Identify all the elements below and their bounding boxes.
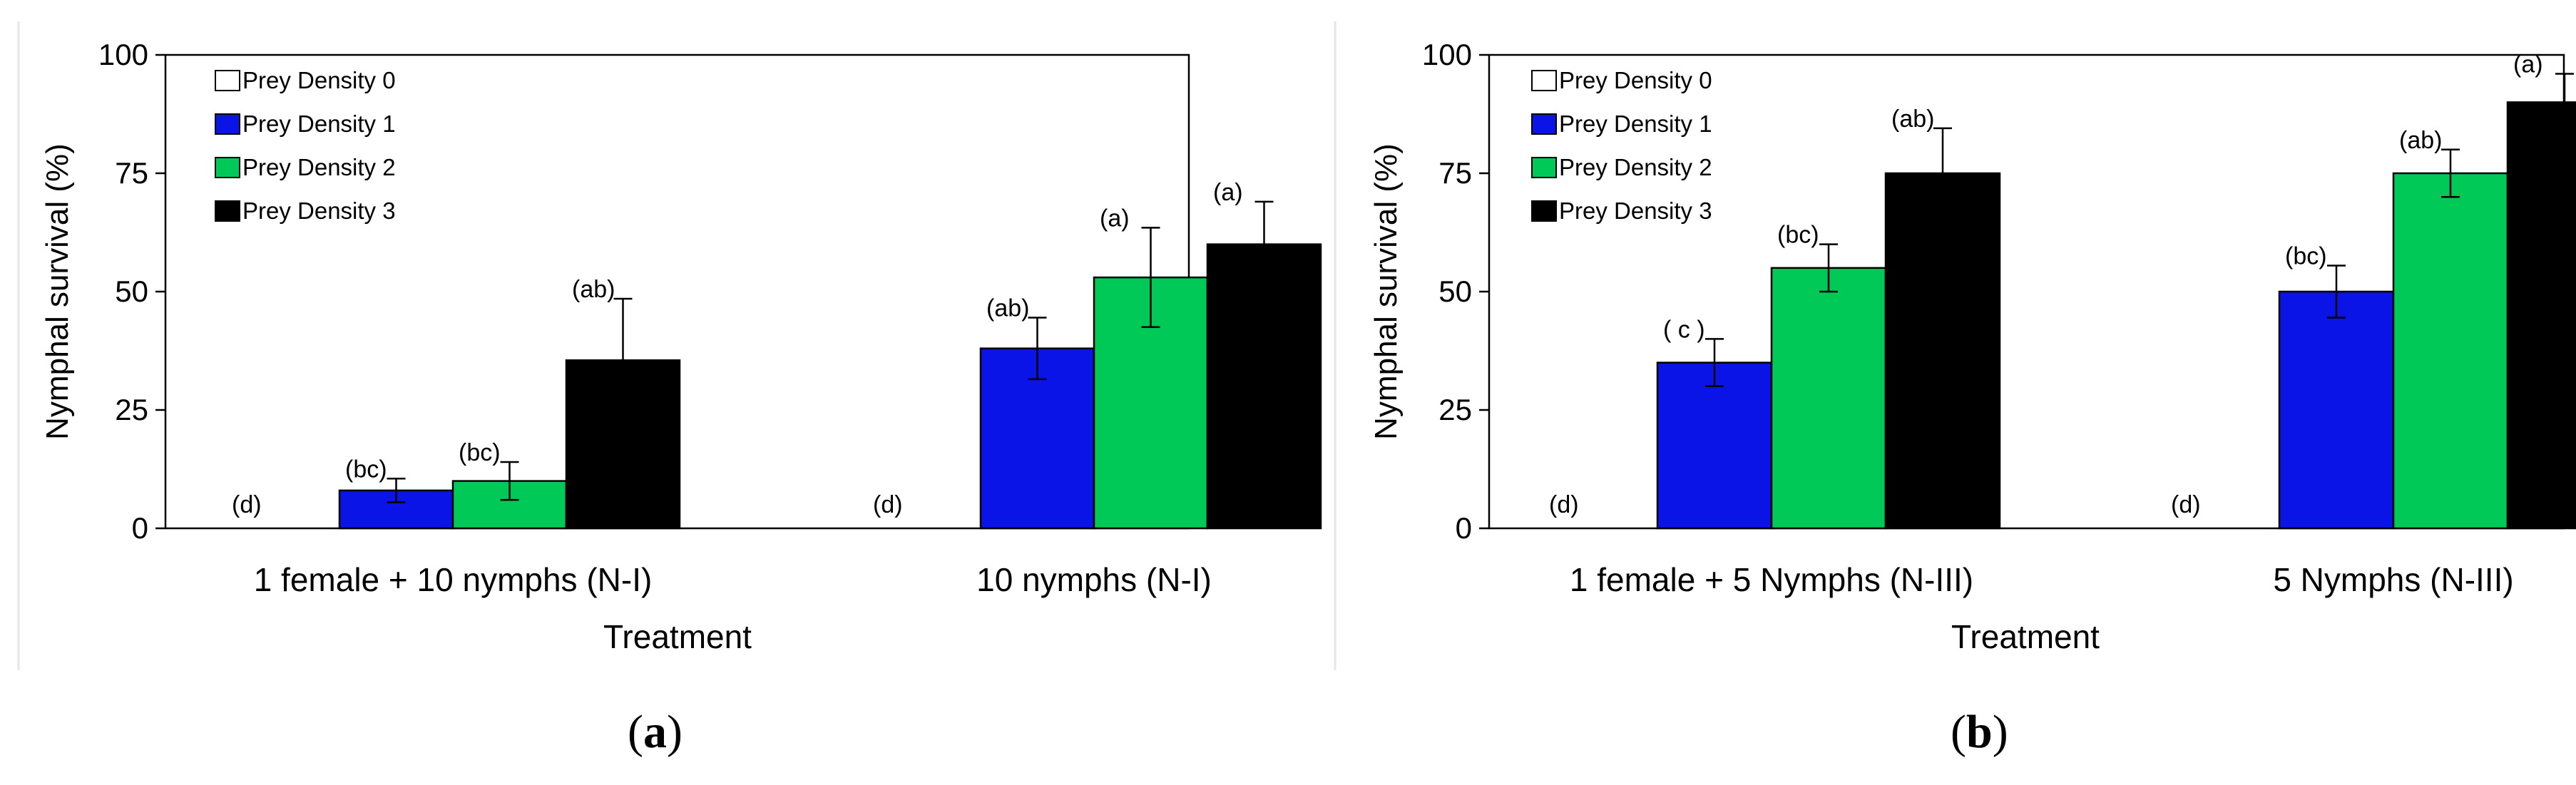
legend-label: Prey Density 3 [242,197,396,224]
panel-caption: (a) [628,706,683,758]
y-tick-label: 100 [98,38,148,71]
legend-label: Prey Density 0 [1559,67,1712,93]
data-label: (a) [2513,51,2543,78]
bar [1884,172,2001,530]
y-tick-label: 100 [1422,38,1472,71]
legend-swatch [1531,113,1557,135]
x-axis-label: Treatment [603,618,752,655]
legend-swatch [215,113,240,135]
y-axis-label: Nymphal survival (%) [40,143,75,440]
y-tick-label: 0 [1456,511,1472,545]
legend-label: Prey Density 1 [1559,111,1712,137]
data-label: (d) [2171,491,2201,518]
legend-swatch [215,157,240,178]
y-tick-label: 75 [1438,156,1472,190]
bar [2506,101,2576,530]
legend-label: Prey Density 2 [1559,154,1712,180]
y-tick-label: 50 [1438,275,1472,308]
x-axis-label: Treatment [1951,618,2100,655]
data-label: (bc) [1777,222,1819,249]
legend-label: Prey Density 0 [242,67,396,93]
x-tick-label: 10 nymphs (N-I) [976,561,1212,598]
legend-swatch [215,200,240,222]
bar [2278,290,2395,530]
data-label: (d) [873,491,903,518]
data-label: (bc) [2285,242,2327,270]
data-label: (ab) [986,295,1029,322]
data-label: (ab) [2399,127,2442,154]
chart-panel-b: 0 25 50 75 100 Nymphal survival (%) (d) ( c ) (b… [1369,38,2576,758]
data-label: ( c ) [1663,316,1705,343]
panel-caption: (b) [1951,706,2008,758]
data-label: (d) [232,491,262,518]
legend-swatch [1531,200,1557,222]
legend-swatch [215,70,240,91]
y-tick-label: 0 [132,511,148,545]
y-tick-label: 25 [1438,393,1472,426]
legend-swatch [1531,70,1557,91]
x-tick-label: 1 female + 5 Nymphs (N-III) [1570,561,1973,598]
x-tick-label: 1 female + 10 nymphs (N-I) [254,561,653,598]
legend-label: Prey Density 3 [1559,197,1712,224]
data-label: (a) [1213,179,1243,206]
legend-swatch [1531,157,1557,178]
x-tick-label: 5 Nymphs (N-III) [2273,561,2513,598]
legend-label: Prey Density 1 [242,111,396,137]
bar [2392,172,2509,530]
panel-caption-text: (a) [628,706,683,758]
chart-panel-a: 0 25 50 75 100 Nymphal survival (%) (d) (bc) (bc… [40,38,1322,758]
panel-caption-text: (b) [1951,706,2008,758]
data-label: (bc) [345,456,387,483]
bar [1206,243,1322,530]
data-label: (bc) [459,439,501,466]
data-label: (ab) [572,276,615,303]
data-label: (a) [1100,205,1130,232]
y-tick-label: 50 [115,275,148,308]
bar [1656,361,1773,530]
legend-label: Prey Density 2 [242,154,396,180]
y-tick-label: 75 [115,156,148,190]
y-axis-label: Nymphal survival (%) [1369,143,1404,440]
bar [1770,267,1887,530]
y-tick-label: 25 [115,393,148,426]
data-label: (ab) [1891,106,1934,133]
data-label: (d) [1549,491,1579,518]
